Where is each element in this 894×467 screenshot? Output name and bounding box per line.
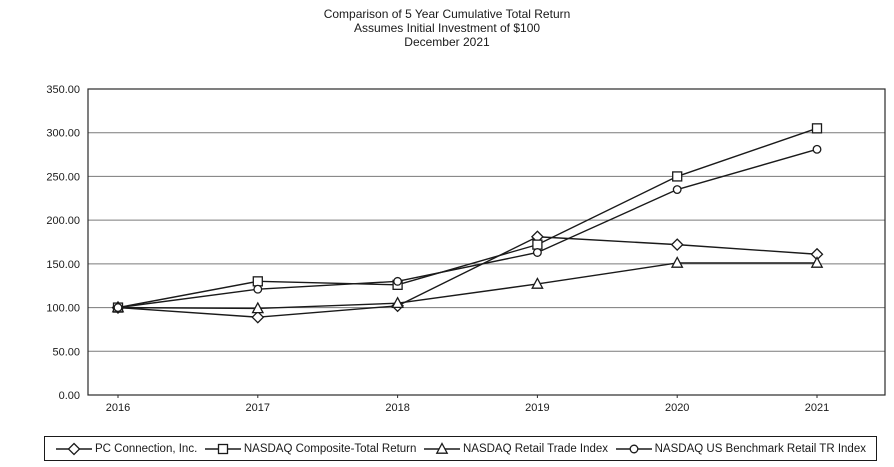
y-axis-tick-label: 250.00 [46,171,80,183]
series-line-1 [117,236,818,318]
chart-title-line1: Comparison of 5 Year Cumulative Total Re… [323,7,571,21]
triangle-marker [531,277,544,289]
series-line-4 [117,148,818,309]
chart-legend: PC Connection, Inc. NASDAQ Composite-Tota… [44,436,877,461]
y-axis-tick-label: 0.00 [59,390,80,402]
x-axis-tick-label: 2021 [805,402,829,414]
legend-label: NASDAQ Retail Trade Index [462,442,609,455]
square-legend-icon [204,443,241,454]
plot-border [87,88,886,396]
triangle-marker [670,256,684,268]
legend-label: NASDAQ Composite-Total Return [243,442,417,455]
circle-marker [672,185,682,194]
x-axis-tick-label: 2018 [385,402,409,414]
square-marker [811,123,823,134]
circle-marker [812,144,822,154]
series-line-2 [117,127,818,309]
y-axis-tick-label: 50.00 [52,346,80,358]
diamond-marker [670,238,684,252]
square-marker [672,171,683,182]
x-axis-tick-label: 2020 [665,402,689,414]
triangle-legend-icon [423,441,460,454]
chart-title-line3: December 2021 [404,35,490,49]
series-line-3 [117,262,817,310]
x-axis-tick-label: 2016 [106,402,130,414]
circle-marker [532,248,542,257]
circle-legend-icon [615,444,652,453]
legend-label: NASDAQ US Benchmark Retail TR Index [654,442,866,455]
legend-item-2: NASDAQ Composite-Total Return [204,442,417,456]
x-axis-tick-label: 2017 [246,402,270,414]
triangle-marker [810,256,824,268]
legend-item-4: NASDAQ US Benchmark Retail TR Index [615,442,866,456]
chart-title: Comparison of 5 Year Cumulative Total Re… [0,7,894,49]
y-axis-tick-label: 300.00 [46,128,80,140]
y-axis-tick-label: 200.00 [46,215,80,227]
legend-item-3: NASDAQ Retail Trade Index [423,441,609,456]
legend-label: PC Connection, Inc. [95,442,198,455]
y-axis-tick-label: 150.00 [46,259,80,271]
diamond-legend-icon [56,442,92,455]
triangle-marker [251,301,265,314]
circle-marker [113,303,123,313]
chart-title-line2: Assumes Initial Investment of $100 [353,21,541,35]
triangle-marker [391,296,404,309]
circle-marker [253,284,263,294]
y-axis-tick-label: 100.00 [46,303,80,315]
circle-marker [393,276,403,286]
legend-item-1: PC Connection, Inc. [55,442,197,456]
square-marker [252,276,263,287]
y-axis-tick-label: 350.00 [46,84,80,96]
square-marker [532,239,543,250]
diamond-marker [251,310,265,324]
x-axis-tick-label: 2019 [525,402,549,414]
